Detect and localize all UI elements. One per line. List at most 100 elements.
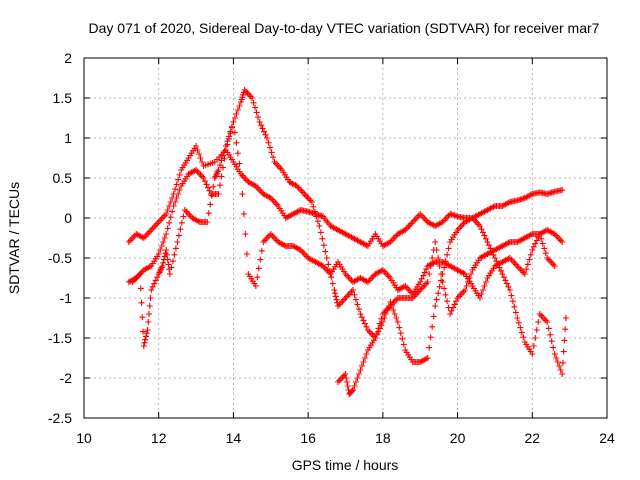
data-point-track-4	[554, 359, 561, 365]
x-axis-label: GPS time / hours	[292, 457, 399, 473]
data-point-track-2	[231, 115, 238, 121]
data-point-track-4	[354, 375, 361, 381]
data-point-track-2	[258, 122, 265, 129]
data-point-track-4	[445, 245, 452, 252]
data-point-track-2	[160, 239, 167, 245]
data-point-track-4	[357, 367, 364, 373]
data-point-track-2	[170, 203, 177, 209]
data-point-track-4	[553, 355, 560, 361]
data-point-track-4	[343, 379, 350, 385]
data-point-track-4	[508, 292, 515, 299]
data-point-track-4	[548, 338, 555, 345]
data-point-track-4	[557, 367, 564, 373]
data-point-track-4	[390, 307, 397, 313]
data-point-track-2	[319, 235, 326, 242]
data-point-track-2	[433, 247, 440, 253]
data-point-track-3	[168, 264, 175, 271]
data-point-track-4	[360, 359, 367, 365]
data-point-track-4	[433, 296, 440, 303]
data-point-track-2	[426, 271, 433, 277]
data-point-track-3	[243, 251, 250, 257]
data-point-track-4	[550, 344, 557, 351]
data-point-track-4	[562, 326, 569, 333]
x-tick-label: 14	[226, 430, 242, 446]
data-point-track-3	[225, 133, 232, 140]
data-point-track-2	[317, 229, 324, 236]
data-point-track-2	[332, 290, 339, 297]
data-point-track-2	[363, 323, 370, 330]
data-point-track-4	[497, 267, 504, 274]
data-point-track-2	[310, 203, 317, 210]
data-point-track-2	[161, 235, 168, 241]
data-point-track-2	[167, 214, 174, 221]
data-point-track-3	[205, 210, 212, 217]
y-tick-label: -1.5	[48, 330, 72, 346]
data-point-track-4	[515, 319, 522, 326]
data-point-track-2	[264, 135, 271, 141]
data-point-track-2	[441, 285, 448, 292]
data-point-track-3	[254, 274, 261, 281]
data-point-track-4	[429, 323, 436, 330]
data-point-track-3	[228, 123, 235, 130]
data-point-track-1	[199, 159, 206, 165]
data-point-track-4	[343, 375, 350, 381]
data-point-track-4	[485, 242, 492, 249]
data-point-track-2	[424, 279, 431, 285]
data-point-track-4	[500, 274, 507, 281]
data-point-track-1	[193, 143, 200, 149]
data-point-track-3	[240, 211, 247, 217]
data-point-track-3	[524, 261, 531, 268]
data-point-track-3	[539, 240, 546, 247]
data-point-track-3	[227, 128, 234, 135]
data-point-track-2	[166, 219, 173, 226]
data-point-track-2	[357, 311, 364, 317]
data-point-track-3	[222, 143, 229, 149]
data-point-track-4	[529, 351, 536, 357]
data-point-track-2	[320, 242, 327, 249]
data-point-track-3	[538, 235, 545, 242]
x-tick-label: 12	[151, 430, 167, 446]
data-point-track-2	[202, 178, 209, 185]
data-point-track-3	[140, 343, 147, 349]
data-point-track-2	[155, 251, 162, 257]
data-point-track-2	[316, 223, 323, 229]
data-point-track-4	[439, 271, 446, 277]
data-point-track-2	[378, 315, 385, 322]
data-point-track-4	[559, 359, 566, 366]
data-point-track-4	[361, 355, 368, 361]
data-point-track-3	[216, 162, 223, 169]
data-point-track-3	[536, 231, 543, 237]
data-point-track-4	[514, 315, 521, 321]
data-point-track-4	[499, 271, 506, 277]
data-point-track-1	[175, 176, 182, 183]
data-point-track-3	[239, 191, 246, 197]
data-point-track-4	[352, 379, 359, 385]
data-point-track-4	[358, 363, 365, 369]
data-point-track-4	[430, 313, 437, 320]
data-point-track-1	[173, 181, 180, 188]
data-point-track-4	[438, 277, 445, 284]
data-point-track-3	[478, 291, 485, 297]
data-point-track-2	[259, 125, 266, 132]
data-point-track-3	[533, 237, 540, 244]
data-point-track-3	[236, 160, 243, 167]
data-point-track-3	[169, 258, 176, 265]
data-point-track-3	[139, 314, 146, 321]
data-point-track-3	[532, 240, 539, 247]
data-point-track-2	[450, 304, 457, 311]
data-point-track-4	[482, 235, 489, 242]
y-tick-label: 1	[64, 130, 72, 146]
data-point-track-1	[172, 186, 179, 193]
y-tick-label: -0.5	[48, 250, 72, 266]
data-point-track-4	[503, 280, 510, 287]
y-axis-label: SDTVAR / TECUs	[6, 182, 22, 294]
data-point-track-4	[532, 335, 539, 341]
data-point-track-2	[169, 208, 176, 215]
x-tick-label: 18	[375, 430, 391, 446]
data-point-track-4	[355, 371, 362, 377]
data-point-track-2	[355, 306, 362, 313]
data-point-track-2	[361, 320, 368, 327]
data-point-track-4	[560, 348, 567, 355]
data-point-track-2	[331, 287, 338, 293]
data-point-track-3	[142, 336, 149, 343]
